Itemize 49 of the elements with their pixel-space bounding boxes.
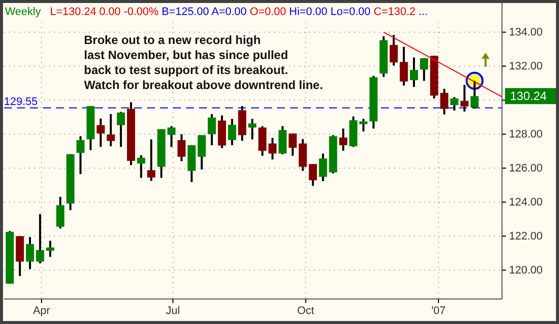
candlestick bbox=[167, 125, 176, 148]
candlestick bbox=[450, 96, 458, 112]
candlestick bbox=[268, 136, 277, 160]
candlestick bbox=[56, 196, 64, 230]
y-tick-label: 126.00 bbox=[509, 162, 543, 175]
candlestick bbox=[410, 56, 418, 88]
chart-title: Weekly bbox=[5, 6, 42, 18]
candlestick bbox=[137, 154, 146, 179]
candlestick bbox=[228, 118, 236, 146]
x-tick-label: Jul bbox=[166, 304, 180, 317]
candlestick bbox=[308, 163, 317, 187]
candlestick bbox=[298, 138, 307, 172]
candlestick bbox=[258, 125, 266, 157]
candlestick bbox=[460, 84, 469, 113]
candlestick bbox=[318, 152, 328, 182]
candlestick bbox=[178, 133, 186, 162]
candlestick bbox=[470, 80, 479, 110]
candlestick bbox=[390, 34, 398, 67]
y-tick-label: 124.00 bbox=[509, 196, 543, 209]
candlestick bbox=[96, 118, 105, 148]
candlestick bbox=[116, 110, 125, 148]
candlestick bbox=[288, 132, 297, 157]
candlestick bbox=[339, 128, 348, 152]
x-tick-label: Oct bbox=[297, 304, 314, 317]
annotation: Broke out to a new record high last November, but has since pulled back to test support of its breakout. Watch for breakout above downtrend line. bbox=[84, 33, 323, 92]
x-tick-label: Apr bbox=[32, 304, 50, 317]
candlestick bbox=[26, 236, 34, 270]
candlestick bbox=[46, 240, 54, 258]
y-tick-label: 134.00 bbox=[509, 26, 543, 39]
candlestick bbox=[440, 88, 448, 116]
candlestick bbox=[400, 46, 408, 87]
candlestick bbox=[420, 57, 428, 82]
candlestick bbox=[278, 125, 287, 156]
candlestick bbox=[359, 118, 368, 132]
y-tick-label: 132.00 bbox=[509, 60, 543, 73]
ref-line-label: 129.55 bbox=[4, 96, 38, 108]
candlestick bbox=[248, 118, 256, 140]
y-tick-label: 120.00 bbox=[509, 264, 543, 277]
candlestick bbox=[36, 213, 44, 264]
y-tick-label: 128.00 bbox=[509, 128, 543, 141]
candlestick bbox=[106, 113, 115, 148]
candlestick bbox=[208, 113, 216, 146]
candlestick bbox=[198, 134, 206, 171]
candlestick bbox=[147, 138, 156, 182]
candlestick bbox=[76, 135, 85, 176]
text: 130.24 bbox=[510, 89, 548, 104]
x-tick-label: '07 bbox=[431, 304, 446, 317]
text: L=130.24 0.00 -0.00% B=125.00 A=0.00 O=0.00 Hi=0.00 Lo=0.00 C=130.2 ... bbox=[50, 6, 428, 18]
y-tick-label: 122.00 bbox=[509, 230, 543, 243]
